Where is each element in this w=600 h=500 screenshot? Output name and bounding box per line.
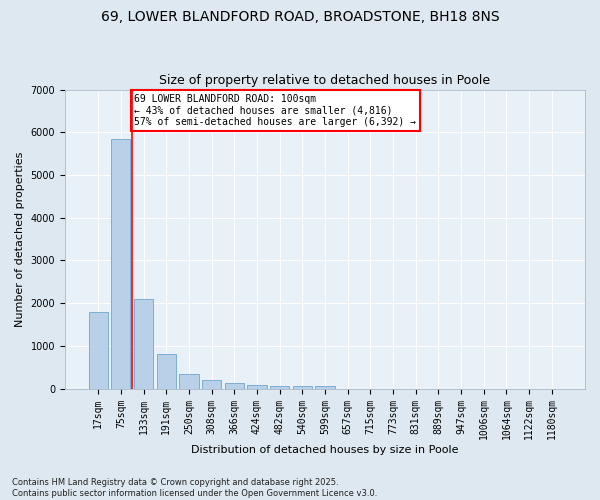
Bar [270, 386, 289, 388]
Bar [134, 299, 153, 388]
Title: Size of property relative to detached houses in Poole: Size of property relative to detached ho… [160, 74, 491, 87]
Bar [111, 138, 130, 388]
Text: 69, LOWER BLANDFORD ROAD, BROADSTONE, BH18 8NS: 69, LOWER BLANDFORD ROAD, BROADSTONE, BH… [101, 10, 499, 24]
Bar [202, 380, 221, 388]
Bar [224, 383, 244, 388]
Bar [89, 312, 108, 388]
Bar [316, 386, 335, 388]
Text: Contains HM Land Registry data © Crown copyright and database right 2025.
Contai: Contains HM Land Registry data © Crown c… [12, 478, 377, 498]
Bar [293, 386, 312, 388]
X-axis label: Distribution of detached houses by size in Poole: Distribution of detached houses by size … [191, 445, 459, 455]
Bar [247, 385, 266, 388]
Y-axis label: Number of detached properties: Number of detached properties [15, 152, 25, 327]
Text: 69 LOWER BLANDFORD ROAD: 100sqm
← 43% of detached houses are smaller (4,816)
57%: 69 LOWER BLANDFORD ROAD: 100sqm ← 43% of… [134, 94, 416, 127]
Bar [157, 354, 176, 388]
Bar [179, 374, 199, 388]
